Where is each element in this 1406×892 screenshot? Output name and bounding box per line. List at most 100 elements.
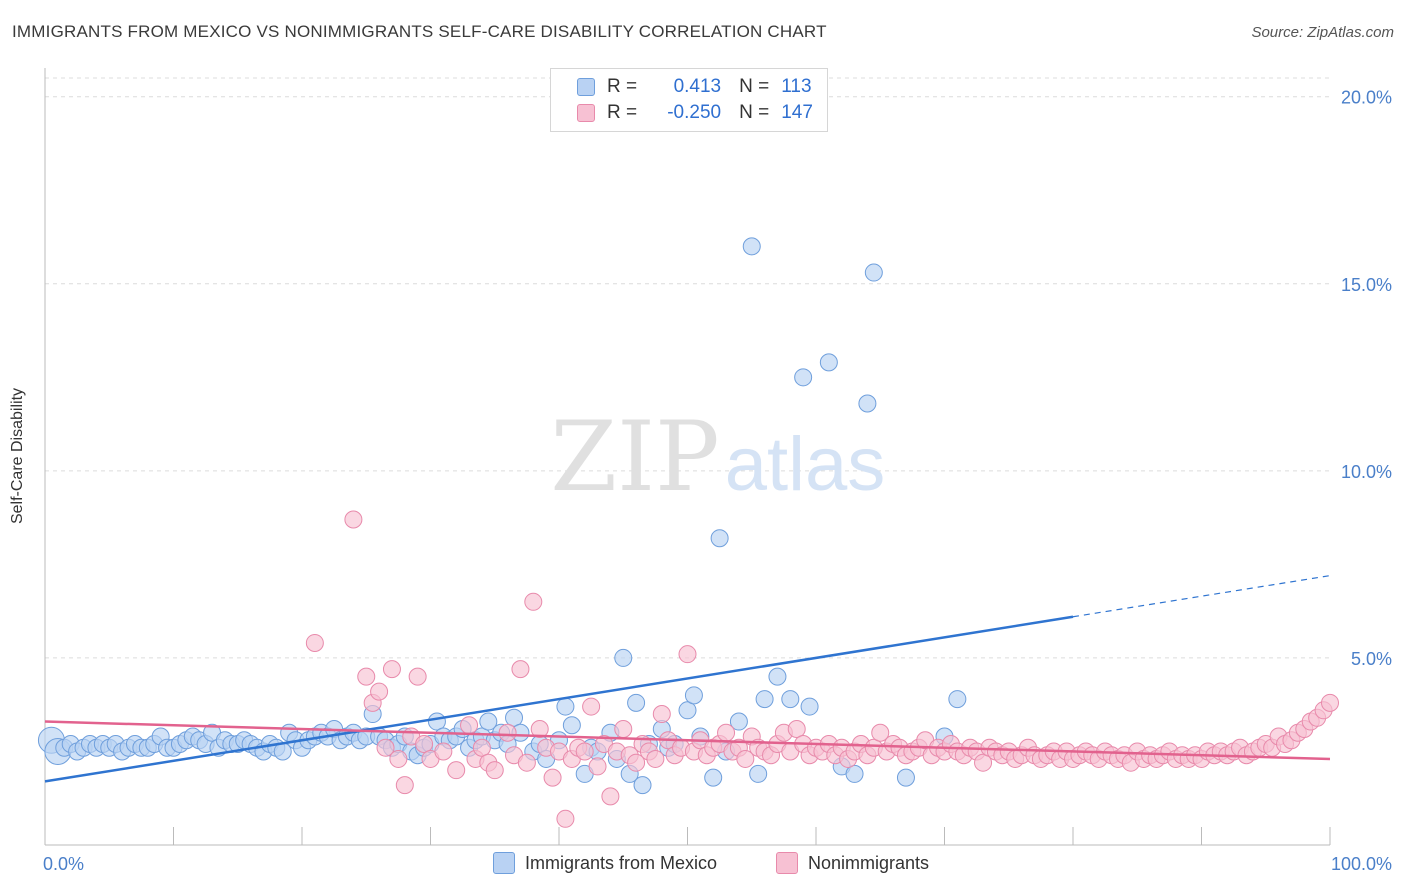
legend-n-value: 147: [781, 102, 813, 123]
nonimmigrants-point: [974, 753, 993, 772]
nonimmigrants-point: [344, 510, 363, 529]
nonimmigrants-point: [517, 753, 536, 772]
immigrants-point: [742, 237, 761, 256]
y-tick-label: 10.0%: [1341, 462, 1392, 482]
immigrants-point: [800, 697, 819, 716]
nonimmigrants-point: [652, 705, 671, 724]
legend-n-label: N =: [739, 76, 770, 97]
watermark-zip: ZIP: [550, 401, 719, 513]
nonimmigrants-point: [787, 720, 806, 739]
nonimmigrants-point: [614, 720, 633, 739]
legend-r-value: 0.413: [673, 76, 722, 97]
legend-swatch-blue: [493, 852, 515, 874]
chart-title: IMMIGRANTS FROM MEXICO VS NONIMMIGRANTS …: [12, 22, 827, 41]
immigrants-point: [794, 368, 813, 387]
immigrants-trend-extension: [1072, 575, 1331, 618]
immigrants-point: [781, 690, 800, 709]
nonimmigrants-point: [871, 723, 890, 742]
nonimmigrants-point: [627, 753, 646, 772]
immigrants-point: [556, 697, 575, 716]
legend-n-value: 113: [781, 76, 812, 97]
legend-row-immigrants: R = 0.413 N = 113: [577, 74, 812, 100]
legend-item-immigrants[interactable]: Immigrants from Mexico: [493, 852, 717, 874]
nonimmigrants-point: [395, 776, 414, 795]
legend-n-label: N =: [739, 102, 770, 123]
nonimmigrants-point: [408, 667, 427, 686]
nonimmigrants-trend-line: [44, 720, 1331, 761]
x-tick-label: 100.0%: [1331, 854, 1392, 874]
immigrants-point: [845, 764, 864, 783]
series-nonimmigrants-points: [305, 510, 1339, 828]
legend-r-label: R =: [607, 102, 638, 123]
immigrants-point: [505, 708, 524, 727]
immigrants-point: [614, 648, 633, 667]
nonimmigrants-point: [543, 768, 562, 787]
immigrants-point: [768, 667, 787, 686]
legend-stats: R = 0.413 N = 113 R = -0.250 N = 147: [550, 68, 828, 132]
nonimmigrants-point: [530, 720, 549, 739]
nonimmigrants-point: [1321, 693, 1339, 712]
trend-lines: [44, 575, 1331, 783]
immigrants-point: [710, 529, 729, 548]
immigrants-trend-line: [44, 615, 1074, 783]
nonimmigrants-point: [389, 749, 408, 768]
chart-source: Source: ZipAtlas.com: [1251, 24, 1394, 41]
nonimmigrants-point: [678, 645, 697, 664]
nonimmigrants-point: [575, 742, 594, 761]
nonimmigrants-point: [370, 682, 389, 701]
nonimmigrants-point: [415, 734, 434, 753]
immigrants-point: [479, 712, 498, 731]
legend-swatch-blue: [577, 78, 595, 96]
nonimmigrants-point: [582, 697, 601, 716]
legend-r-value: -0.250: [667, 102, 722, 123]
legend-r-label: R =: [607, 76, 638, 97]
bottom-legend: Immigrants from Mexico Nonimmigrants: [0, 852, 1406, 880]
immigrants-point: [633, 776, 652, 795]
legend-item-nonimmigrants[interactable]: Nonimmigrants: [776, 852, 929, 874]
series-immigrants-points: [37, 237, 967, 795]
nonimmigrants-point: [646, 749, 665, 768]
nonimmigrants-point: [498, 723, 517, 742]
nonimmigrants-point: [601, 787, 620, 806]
immigrants-point: [704, 768, 723, 787]
nonimmigrants-point: [357, 667, 376, 686]
legend-label: Immigrants from Mexico: [525, 852, 718, 873]
nonimmigrants-point: [524, 592, 543, 611]
nonimmigrants-point: [511, 660, 530, 679]
tick-labels: 5.0% 10.0% 15.0% 20.0% 0.0% 100.0%: [43, 88, 1392, 874]
nonimmigrants-point: [485, 761, 504, 780]
nonimmigrants-point: [736, 749, 755, 768]
immigrants-point: [562, 716, 581, 735]
immigrants-point: [427, 712, 446, 731]
immigrants-point: [755, 690, 774, 709]
legend-swatch-pink: [776, 852, 798, 874]
nonimmigrants-point: [305, 633, 324, 652]
immigrants-point: [678, 701, 697, 720]
immigrants-point: [729, 712, 748, 731]
immigrants-point: [749, 764, 768, 783]
y-tick-label: 5.0%: [1351, 649, 1392, 669]
nonimmigrants-point: [434, 742, 453, 761]
nonimmigrants-point: [382, 660, 401, 679]
legend-row-nonimmigrants: R = -0.250 N = 147: [577, 100, 813, 126]
legend-swatch-pink: [577, 104, 595, 122]
nonimmigrants-point: [588, 757, 607, 776]
nonimmigrants-point: [556, 809, 575, 828]
y-tick-label: 20.0%: [1341, 88, 1392, 108]
axes: [44, 68, 1331, 846]
watermark-atlas: atlas: [725, 422, 886, 507]
grid-lines: [45, 77, 1330, 659]
immigrants-point: [948, 690, 967, 709]
y-tick-label: 15.0%: [1341, 275, 1392, 295]
immigrants-point: [627, 693, 646, 712]
immigrants-point: [858, 394, 877, 413]
nonimmigrants-point: [376, 738, 395, 757]
nonimmigrants-point: [447, 761, 466, 780]
nonimmigrants-point: [717, 723, 736, 742]
legend-label: Nonimmigrants: [808, 852, 930, 873]
x-tick-label: 0.0%: [43, 854, 84, 874]
nonimmigrants-point: [460, 716, 479, 735]
immigrants-point: [896, 768, 915, 787]
immigrants-point: [684, 686, 703, 705]
